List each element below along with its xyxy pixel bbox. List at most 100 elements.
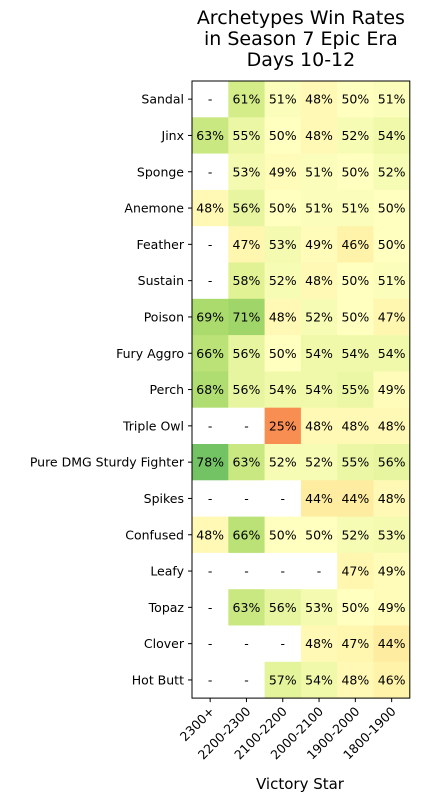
heatmap-cell [373,552,411,590]
cell-value-label: 51% [378,92,406,107]
heatmap-cell [192,407,229,445]
row-label: Fury Aggro [116,346,184,361]
cell-value-label: 51% [305,164,333,179]
heatmap-cell [192,153,229,191]
heatmap-cell [192,552,229,590]
heatmap-cell [192,625,229,663]
cell-value-label: 53% [269,237,297,252]
cell-value-label: 50% [269,527,297,542]
row-label: Leafy [150,564,184,579]
cell-value-label: 53% [233,164,261,179]
row-label: Clover [144,636,185,651]
heatmap-cell [192,298,229,336]
heatmap-cell [373,407,411,445]
heatmap-cell [228,589,266,626]
cell-value-label: 50% [341,600,369,615]
heatmap-cell [264,516,302,554]
cell-value-label: 52% [269,455,297,470]
cell-value-label: 78% [196,455,224,470]
cell-value-label: 25% [269,418,297,433]
cell-value-label: 57% [269,672,297,687]
cell-value-label: - [280,564,285,579]
cell-value-label: - [208,672,213,687]
heatmap-cell [373,444,411,481]
cell-value-label: 47% [378,309,406,324]
heatmap-cell [228,625,266,663]
heatmap-cell [373,189,411,227]
heatmap-cell [373,625,411,663]
cell-value-label: - [244,672,249,687]
heatmap-cell [228,335,266,372]
heatmap-cell [373,480,411,518]
heatmap-cell [264,589,302,626]
heatmap-cell [337,480,374,518]
chart-title-line: in Season 7 Epic Era [204,28,398,50]
heatmap-cell [264,371,302,409]
cell-value-label: 48% [269,309,297,324]
heatmap-cell [228,516,266,554]
cell-value-label: 50% [378,201,406,216]
heatmap-cell [300,153,338,191]
cell-value-label: - [208,564,213,579]
row-label: Spikes [144,491,184,506]
cell-value-label: 48% [305,128,333,143]
heatmap-cell [228,298,266,336]
heatmap-cell [228,153,266,191]
cell-value-label: 52% [305,455,333,470]
cell-value-label: 54% [269,382,297,397]
heatmap-cell [300,552,338,590]
cell-value-label: - [244,491,249,506]
cell-value-label: 50% [305,527,333,542]
cell-value-label: 47% [341,564,369,579]
x-axis-title: Victory Star [256,775,345,793]
row-label: Hot Butt [132,672,184,687]
heatmap-cell [300,480,338,518]
cell-value-label: - [208,491,213,506]
cell-value-label: 56% [233,201,261,216]
heatmap-cell [337,516,374,554]
cell-value-label: 53% [305,600,333,615]
cell-value-label: - [244,564,249,579]
cell-value-label: - [208,237,213,252]
cell-value-label: 46% [378,672,406,687]
cell-value-label: 48% [196,527,224,542]
heatmap-cell [373,262,411,300]
heatmap-cell [228,407,266,445]
heatmap-cell [192,335,229,372]
heatmap-cell [192,117,229,155]
cell-value-label: - [280,491,285,506]
cell-value-label: 55% [233,128,261,143]
heatmap-cell [337,153,374,191]
cell-value-label: 69% [196,309,224,324]
heatmap-cell [300,81,338,118]
cell-value-label: 63% [233,600,261,615]
heatmap-cell [192,371,229,409]
cell-value-label: 56% [233,382,261,397]
cell-value-label: - [317,564,322,579]
cell-value-label: 54% [341,346,369,361]
heatmap-cells: - 61% 51% 48% 50% 51% 63% 55% 50% 48% 52% 54% - 53% 49… [191,80,411,699]
heatmap-cell [373,335,411,372]
heatmap-cell [337,625,374,663]
cell-value-label: 50% [341,92,369,107]
heatmap-cell [264,153,302,191]
heatmap-cell [300,661,338,699]
cell-value-label: 68% [196,382,224,397]
cell-value-label: 50% [378,237,406,252]
chart-title-line: Days 10-12 [247,49,356,71]
heatmap-cell [264,407,302,445]
heatmap-cell [192,589,229,626]
cell-value-label: - [208,92,213,107]
row-label: Anemone [124,201,184,216]
heatmap-cell [264,552,302,590]
cell-value-label: 50% [269,201,297,216]
heatmap-cell [373,589,411,626]
cell-value-label: - [208,273,213,288]
cell-value-label: 46% [341,237,369,252]
heatmap-cell [228,552,266,590]
cell-value-label: 54% [305,346,333,361]
heatmap-cell [192,189,229,227]
cell-value-label: 54% [378,346,406,361]
heatmap-cell [228,661,266,699]
